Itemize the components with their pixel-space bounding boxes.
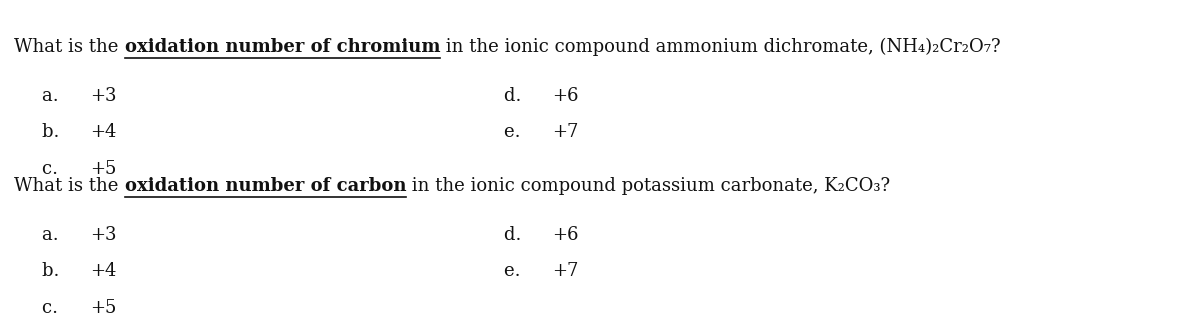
Text: d.: d.	[504, 226, 539, 244]
Text: +3: +3	[90, 226, 116, 244]
Text: oxidation number of chromium: oxidation number of chromium	[125, 38, 440, 56]
Text: a.: a.	[42, 87, 77, 105]
Text: What is the: What is the	[14, 177, 125, 195]
Text: e.: e.	[504, 123, 539, 141]
Text: b.: b.	[42, 123, 77, 141]
Text: +3: +3	[90, 87, 116, 105]
Text: +7: +7	[552, 262, 578, 280]
Text: What is the: What is the	[14, 38, 125, 56]
Text: in the ionic compound potassium carbonate, K₂CO₃?: in the ionic compound potassium carbonat…	[406, 177, 890, 195]
Text: +5: +5	[90, 160, 116, 178]
Text: +6: +6	[552, 87, 578, 105]
Text: c.: c.	[42, 299, 76, 316]
Text: +5: +5	[90, 299, 116, 316]
Text: +4: +4	[90, 123, 116, 141]
Text: +4: +4	[90, 262, 116, 280]
Text: +6: +6	[552, 226, 578, 244]
Text: in the ionic compound ammonium dichromate, (NH₄)₂Cr₂O₇?: in the ionic compound ammonium dichromat…	[440, 38, 1001, 56]
Text: oxidation number of carbon: oxidation number of carbon	[125, 177, 406, 195]
Text: b.: b.	[42, 262, 77, 280]
Text: d.: d.	[504, 87, 539, 105]
Text: c.: c.	[42, 160, 76, 178]
Text: a.: a.	[42, 226, 77, 244]
Text: e.: e.	[504, 262, 539, 280]
Text: +7: +7	[552, 123, 578, 141]
